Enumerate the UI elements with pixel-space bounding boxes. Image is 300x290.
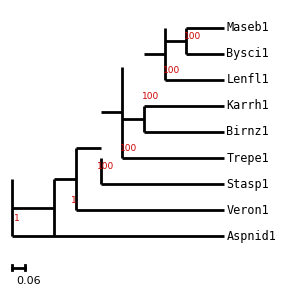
Text: 0.06: 0.06	[16, 276, 41, 286]
Text: Trepe1: Trepe1	[226, 152, 269, 164]
Text: 100: 100	[184, 32, 201, 41]
Text: Stasp1: Stasp1	[226, 178, 269, 191]
Text: 1: 1	[14, 214, 20, 223]
Text: Birnz1: Birnz1	[226, 126, 269, 138]
Text: Lenfl1: Lenfl1	[226, 73, 269, 86]
Text: Veron1: Veron1	[226, 204, 269, 217]
Text: 100: 100	[163, 66, 180, 75]
Text: Aspnid1: Aspnid1	[226, 230, 276, 243]
Text: 100: 100	[97, 162, 114, 171]
Text: Karrh1: Karrh1	[226, 99, 269, 112]
Text: Bysci1: Bysci1	[226, 47, 269, 60]
Text: 100: 100	[142, 92, 159, 101]
Text: Maseb1: Maseb1	[226, 21, 269, 34]
Text: 100: 100	[120, 144, 137, 153]
Text: 1: 1	[71, 196, 77, 205]
